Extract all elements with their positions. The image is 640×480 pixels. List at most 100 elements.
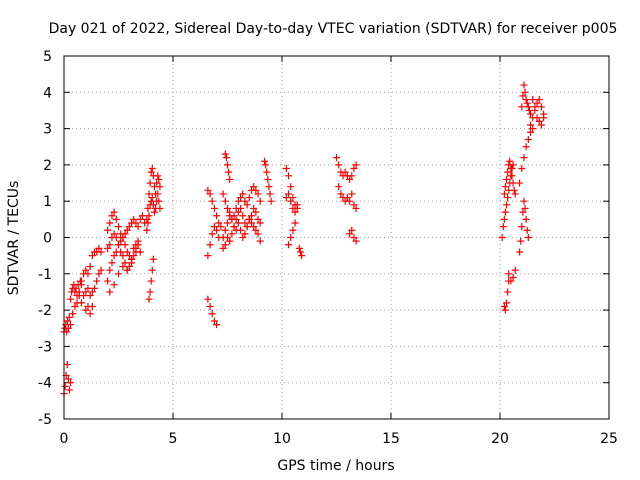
data-point bbox=[63, 361, 71, 369]
data-point bbox=[84, 284, 92, 292]
data-point bbox=[206, 241, 214, 249]
data-point bbox=[204, 295, 212, 303]
data-point bbox=[503, 299, 511, 307]
data-point bbox=[346, 175, 354, 183]
data-point bbox=[498, 234, 506, 241]
data-point bbox=[343, 194, 351, 202]
data-point bbox=[144, 219, 152, 227]
data-point bbox=[82, 288, 90, 296]
data-point bbox=[69, 310, 77, 318]
data-point bbox=[527, 121, 535, 129]
data-point bbox=[519, 208, 527, 216]
data-point bbox=[524, 234, 532, 241]
data-point bbox=[110, 252, 118, 260]
data-point bbox=[510, 186, 518, 194]
data-point bbox=[291, 208, 299, 216]
data-point bbox=[67, 295, 75, 303]
data-point bbox=[285, 190, 293, 198]
data-point bbox=[350, 201, 358, 209]
data-point bbox=[262, 161, 270, 169]
data-point bbox=[263, 168, 271, 176]
data-point bbox=[239, 212, 247, 220]
x-tick-label: 10 bbox=[273, 431, 291, 447]
data-point bbox=[256, 237, 264, 245]
data-point bbox=[77, 299, 85, 307]
data-point bbox=[341, 168, 349, 176]
data-point bbox=[245, 215, 253, 223]
data-point bbox=[523, 99, 531, 107]
y-tick-label: -2 bbox=[38, 303, 52, 319]
data-point bbox=[261, 157, 269, 165]
data-point bbox=[125, 252, 133, 260]
data-point bbox=[297, 248, 305, 256]
data-point bbox=[509, 273, 517, 281]
data-point bbox=[224, 234, 231, 241]
data-point bbox=[226, 237, 234, 245]
data-point bbox=[112, 215, 120, 223]
data-point bbox=[239, 190, 247, 198]
data-point bbox=[335, 161, 343, 169]
data-point bbox=[348, 190, 356, 198]
data-point bbox=[505, 270, 513, 278]
y-tick-label: 4 bbox=[43, 85, 52, 101]
data-point bbox=[121, 259, 129, 267]
data-point bbox=[520, 197, 528, 205]
data-point bbox=[500, 190, 508, 198]
data-point bbox=[217, 223, 225, 231]
data-point bbox=[501, 208, 509, 216]
data-point bbox=[503, 201, 511, 209]
data-point bbox=[82, 306, 90, 314]
data-point bbox=[67, 379, 75, 387]
data-point bbox=[289, 204, 297, 212]
data-point bbox=[222, 154, 230, 162]
data-point bbox=[348, 226, 356, 234]
data-point bbox=[153, 179, 161, 187]
data-point bbox=[138, 212, 146, 220]
data-point bbox=[237, 226, 245, 234]
data-point bbox=[507, 165, 515, 173]
data-point bbox=[518, 223, 526, 231]
data-point bbox=[226, 208, 234, 216]
data-point bbox=[250, 223, 258, 231]
data-point bbox=[505, 161, 513, 169]
data-point bbox=[524, 135, 532, 143]
data-point bbox=[245, 194, 253, 202]
data-point bbox=[219, 190, 227, 198]
data-point bbox=[143, 215, 151, 223]
y-tick-label: -5 bbox=[38, 412, 52, 428]
data-point bbox=[65, 313, 73, 321]
x-tick-label: 15 bbox=[382, 431, 400, 447]
data-point bbox=[77, 277, 85, 285]
data-point bbox=[86, 310, 94, 318]
data-point bbox=[110, 230, 118, 238]
data-point bbox=[130, 215, 138, 223]
data-point bbox=[130, 244, 138, 252]
data-point bbox=[117, 230, 125, 238]
data-point bbox=[520, 154, 528, 162]
data-point bbox=[500, 215, 508, 223]
data-point bbox=[121, 241, 129, 249]
data-point bbox=[256, 197, 264, 205]
data-point bbox=[136, 215, 144, 223]
data-point bbox=[128, 259, 136, 267]
y-axis-label: SDTVAR / TECUs bbox=[6, 181, 22, 296]
data-point bbox=[352, 204, 360, 212]
chart-title: Day 021 of 2022, Sidereal Day-to-day VTE… bbox=[49, 21, 618, 37]
data-point bbox=[97, 266, 105, 274]
data-point bbox=[501, 306, 509, 314]
data-point bbox=[61, 382, 69, 390]
data-point bbox=[241, 219, 249, 227]
data-point bbox=[210, 223, 218, 231]
data-point bbox=[156, 183, 164, 191]
data-point bbox=[213, 212, 221, 220]
data-point bbox=[226, 175, 234, 183]
data-point bbox=[511, 266, 519, 274]
data-point bbox=[500, 302, 508, 310]
data-point bbox=[234, 219, 242, 227]
data-point bbox=[208, 230, 216, 238]
data-point bbox=[154, 172, 162, 180]
data-point bbox=[517, 237, 525, 245]
data-point bbox=[125, 263, 133, 271]
data-point bbox=[147, 277, 155, 285]
data-point bbox=[535, 117, 543, 125]
